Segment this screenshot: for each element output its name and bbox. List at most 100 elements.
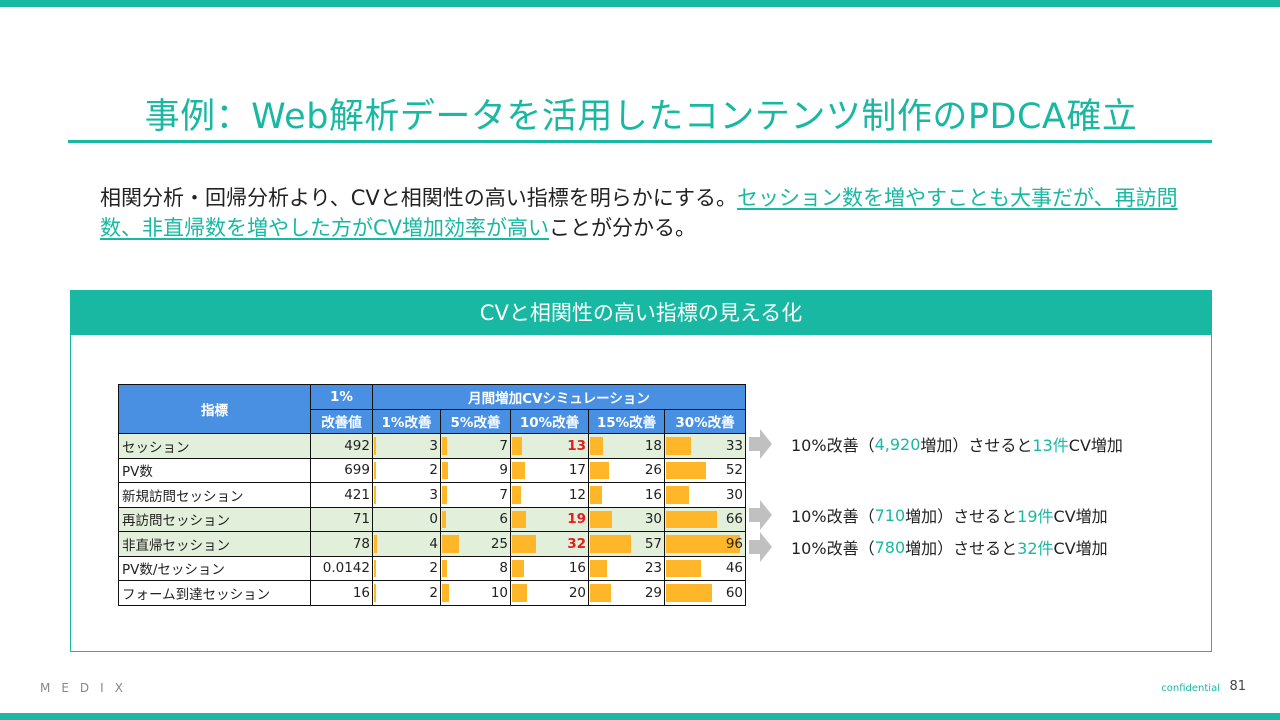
cell-value: 3 — [429, 486, 438, 503]
simulation-cell: 10 — [440, 580, 511, 606]
slide-title: 事例：Web解析データを活用したコンテンツ制作のPDCA確立 — [144, 97, 1138, 137]
simulation-cell: 2 — [372, 457, 441, 483]
simulation-cell: 23 — [588, 555, 665, 581]
lead-text-part-2: ことが分かる。 — [549, 216, 697, 240]
simulation-cell: 18 — [588, 433, 665, 459]
callout-text: 増加）させると — [905, 507, 1018, 526]
data-bar — [442, 510, 446, 528]
simulation-cell: 25 — [440, 531, 511, 557]
simulation-cell: 96 — [664, 531, 746, 557]
cell-value: 12 — [568, 486, 586, 503]
table-row: 新規訪問セッション 421 3 7 12 16 30 — [118, 482, 746, 508]
data-bar — [442, 461, 448, 479]
simulation-cell: 17 — [510, 457, 589, 483]
data-bar — [590, 437, 603, 455]
data-bar — [666, 486, 689, 504]
panel-title: CVと相関性の高い指標の見える化 — [71, 291, 1211, 335]
data-bar — [590, 461, 609, 479]
data-bar — [512, 584, 527, 602]
cell-value: 20 — [568, 584, 586, 601]
cell-value: 29 — [644, 584, 662, 601]
metric-name-cell: セッション — [118, 433, 311, 459]
metric-name-cell: フォーム到達セッション — [118, 580, 311, 606]
cell-value: 96 — [725, 535, 743, 552]
header-simulation: 月間増加CVシミュレーション — [372, 384, 746, 410]
data-bar — [590, 486, 602, 504]
metric-name-cell: PV数/セッション — [118, 555, 311, 581]
confidential-label: confidential — [1161, 683, 1220, 694]
callout-number: 710 — [874, 505, 906, 525]
simulation-cell: 13 — [510, 433, 589, 459]
header-improve-2: 改善値 — [310, 408, 373, 434]
improve-value-cell: 71 — [310, 506, 373, 532]
callout-cv: 32件 — [1017, 539, 1054, 558]
metric-name-cell: 新規訪問セッション — [118, 482, 311, 508]
header-metric: 指標 — [118, 384, 311, 434]
cell-value: 19 — [567, 511, 586, 528]
cell-value: 2 — [429, 560, 438, 577]
simulation-cell: 19 — [510, 506, 589, 532]
cell-value: 30 — [725, 486, 743, 503]
improve-value-cell: 699 — [310, 457, 373, 483]
simulation-cell: 60 — [664, 580, 746, 606]
cell-value: 7 — [499, 486, 508, 503]
simulation-cell: 32 — [510, 531, 589, 557]
data-bar — [512, 437, 522, 455]
cell-value: 9 — [499, 462, 508, 479]
data-bar — [666, 437, 691, 455]
cell-value: 4 — [429, 535, 438, 552]
improve-value-cell: 492 — [310, 433, 373, 459]
lead-text: 相関分析・回帰分析より、CVと相関性の高い指標を明らかにする。セッション数を増や… — [100, 183, 1200, 243]
data-bar — [666, 535, 740, 553]
cell-value: 0 — [429, 511, 438, 528]
data-bar — [374, 584, 376, 602]
callout-text: 10%改善（ — [791, 507, 875, 526]
header-col: 15%改善 — [588, 408, 665, 434]
simulation-cell: 57 — [588, 531, 665, 557]
simulation-cell: 9 — [440, 457, 511, 483]
callout-text: CV増加 — [1068, 436, 1123, 455]
data-bar — [442, 584, 449, 602]
cell-value: 52 — [725, 462, 743, 479]
data-bar — [512, 559, 524, 577]
simulation-cell: 30 — [588, 506, 665, 532]
data-bar — [590, 584, 611, 602]
metric-name-cell: 再訪問セッション — [118, 506, 311, 532]
data-bar — [374, 486, 376, 504]
table-row: セッション 492 3 7 13 18 33 — [118, 433, 746, 459]
callout-non-bounce: 10%改善（ 780 増加）させると 32件 CV増加 — [749, 532, 1108, 562]
cell-value: 66 — [725, 511, 743, 528]
header-col: 30%改善 — [664, 408, 746, 434]
data-bar — [666, 559, 701, 577]
callout-text: 10%改善（ — [791, 436, 875, 455]
cell-value: 18 — [644, 437, 662, 454]
cell-value: 7 — [499, 437, 508, 454]
table-row: PV数 699 2 9 17 26 52 — [118, 457, 746, 483]
simulation-cell: 12 — [510, 482, 589, 508]
cell-value: 17 — [568, 462, 586, 479]
table-body: セッション 492 3 7 13 18 33 PV数 699 2 9 17 26 52 新規訪問セッション 4… — [118, 433, 746, 606]
header-col: 1%改善 — [372, 408, 441, 434]
callout-text: CV増加 — [1053, 539, 1108, 558]
data-bar — [512, 535, 536, 553]
cell-value: 33 — [725, 437, 743, 454]
callout-text: 10%改善（ — [791, 539, 875, 558]
lead-highlight-link[interactable]: セッション数を増やすことも大事だが、再訪問数、非直帰数を増やした方がCV増加効率… — [100, 186, 1178, 240]
bottom-accent-bar — [0, 713, 1280, 720]
improve-value-cell: 421 — [310, 482, 373, 508]
simulation-cell: 52 — [664, 457, 746, 483]
cell-value: 16 — [644, 486, 662, 503]
data-bar — [442, 559, 447, 577]
cv-simulation-table: 指標 1% 月間増加CVシミュレーション 改善値 1%改善 5%改善 10%改善… — [118, 384, 746, 606]
data-bar — [442, 486, 447, 504]
cell-value: 13 — [567, 437, 586, 454]
title-underline — [68, 140, 1212, 143]
callout-revisit: 10%改善（ 710 増加）させると 19件 CV増加 — [749, 500, 1108, 530]
metric-name-cell: PV数 — [118, 457, 311, 483]
data-bar — [374, 461, 376, 479]
visualization-panel: CVと相関性の高い指標の見える化 指標 1% 月間増加CVシミュレーション 改善… — [70, 290, 1212, 652]
simulation-cell: 16 — [588, 482, 665, 508]
callout-number: 4,920 — [874, 434, 921, 454]
cell-value: 10 — [490, 584, 508, 601]
simulation-cell: 46 — [664, 555, 746, 581]
